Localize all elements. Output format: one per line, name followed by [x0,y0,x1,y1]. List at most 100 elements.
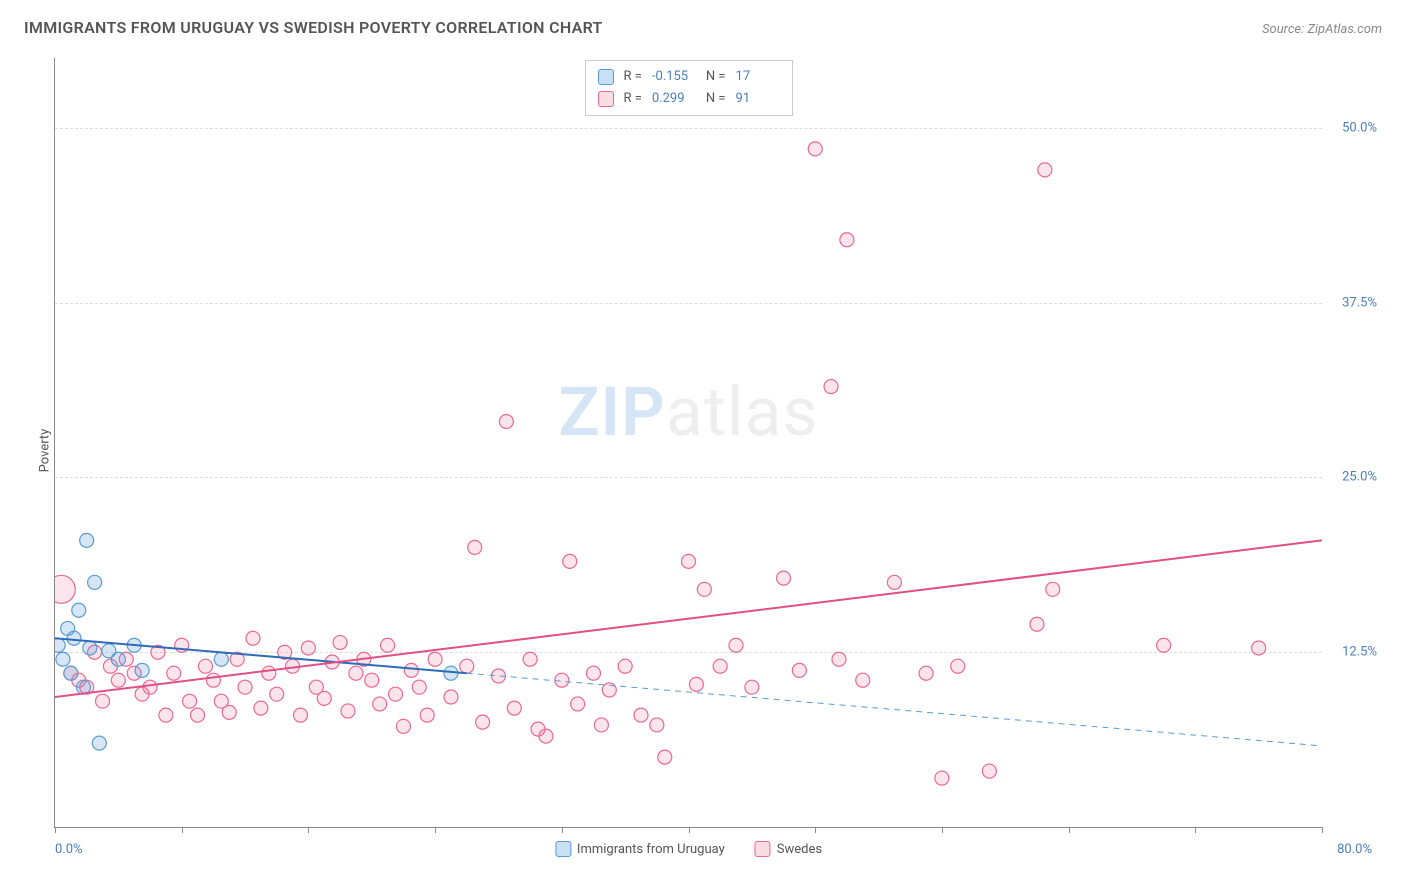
data-point [460,659,474,673]
x-tick [1195,827,1196,833]
data-point [476,715,490,729]
data-point [96,694,110,708]
data-point [238,680,252,694]
x-tick [182,827,183,833]
data-point [777,571,791,585]
y-tick-label: 12.5% [1327,645,1377,660]
data-point [167,666,181,680]
data-point [80,533,94,547]
data-point [159,708,173,722]
x-tick [1069,827,1070,833]
x-axis-min-label: 0.0% [55,842,83,857]
data-point [729,638,743,652]
legend-item-swedes: Swedes [755,841,822,857]
data-point [563,554,577,568]
data-point [67,631,81,645]
data-point [72,603,86,617]
data-point [333,635,347,649]
data-point [658,750,672,764]
data-point [539,729,553,743]
data-point [88,575,102,589]
data-point [55,638,65,652]
data-point [824,380,838,394]
y-tick-label: 37.5% [1327,295,1377,310]
x-tick [308,827,309,833]
data-point [444,690,458,704]
data-point [618,659,632,673]
series-legend: Immigrants from Uruguay Swedes [555,841,822,857]
data-point [293,708,307,722]
data-point [341,704,355,718]
data-point [468,540,482,554]
x-axis-max-label: 80.0% [1337,842,1372,857]
data-point [634,708,648,722]
data-point [111,673,125,687]
data-point [191,708,205,722]
data-point [183,694,197,708]
source-attribution: Source: ZipAtlas.com [1262,22,1382,37]
data-point [887,575,901,589]
data-point [412,680,426,694]
data-point [55,575,75,603]
data-point [1030,617,1044,631]
data-point [373,697,387,711]
chart-container: Poverty ZIPatlas R = -0.155 N = 17 R = 0… [24,58,1382,868]
plot-area: Poverty ZIPatlas R = -0.155 N = 17 R = 0… [54,58,1322,828]
y-axis-label: Poverty [38,428,53,472]
data-point [83,641,97,655]
data-point [381,638,395,652]
x-tick [689,827,690,833]
data-point [317,691,331,705]
data-point [555,673,569,687]
data-point [396,719,410,733]
legend-row-uruguay: R = -0.155 N = 17 [597,66,779,88]
data-point [206,673,220,687]
data-point [697,582,711,596]
data-point [650,718,664,732]
plot-svg [55,58,1322,827]
chart-title: IMMIGRANTS FROM URUGUAY VS SWEDISH POVER… [24,18,603,37]
data-point [499,415,513,429]
data-point [214,652,228,666]
x-tick [435,827,436,833]
data-point [92,736,106,750]
data-point [1252,641,1266,655]
x-tick [815,827,816,833]
data-point [713,659,727,673]
data-point [262,666,276,680]
data-point [919,666,933,680]
correlation-legend: R = -0.155 N = 17 R = 0.299 N = 91 [584,60,792,116]
data-point [111,652,125,666]
data-point [270,687,284,701]
data-point [856,673,870,687]
swatch-uruguay-bottom [555,841,571,857]
data-point [586,666,600,680]
data-point [1157,638,1171,652]
data-point [56,652,70,666]
legend-row-swedes: R = 0.299 N = 91 [597,88,779,110]
data-point [246,631,260,645]
data-point [745,680,759,694]
data-point [349,666,363,680]
data-point [951,659,965,673]
data-point [198,659,212,673]
trend-line [467,673,1322,746]
y-tick-label: 50.0% [1327,120,1377,135]
x-tick [942,827,943,833]
x-tick [55,827,56,833]
data-point [254,701,268,715]
legend-item-uruguay: Immigrants from Uruguay [555,841,725,857]
data-point [1038,163,1052,177]
data-point [982,764,996,778]
data-point [1046,582,1060,596]
data-point [428,652,442,666]
data-point [840,233,854,247]
swatch-swedes-bottom [755,841,771,857]
data-point [682,554,696,568]
data-point [507,701,521,715]
data-point [594,718,608,732]
data-point [832,652,846,666]
data-point [389,687,403,701]
swatch-swedes [597,91,613,107]
data-point [143,680,157,694]
